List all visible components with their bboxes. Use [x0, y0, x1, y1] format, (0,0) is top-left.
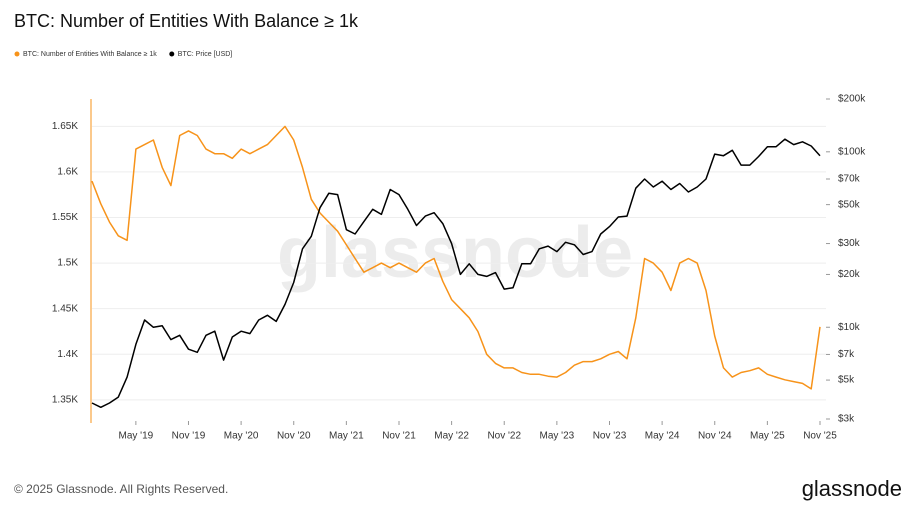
y2-tick-label: $200k [838, 94, 866, 105]
y-tick-label: 1.55K [52, 212, 78, 223]
chart-title: BTC: Number of Entities With Balance ≥ 1… [14, 11, 359, 31]
x-tick-label: May '21 [329, 431, 364, 442]
y-tick-label: 1.45K [52, 303, 78, 314]
y-tick-label: 1.65K [52, 121, 78, 132]
y2-tick-label: $20k [838, 269, 861, 280]
y2-tick-label: $3k [838, 414, 855, 425]
y-tick-label: 1.35K [52, 394, 78, 405]
y2-tick-label: $10k [838, 322, 861, 333]
legend-label: BTC: Price [USD] [178, 51, 233, 58]
y-tick-label: 1.5K [57, 258, 78, 269]
x-tick-label: Nov '21 [382, 431, 416, 442]
legend-marker [14, 51, 20, 57]
x-tick-label: Nov '20 [277, 431, 311, 442]
x-tick-label: Nov '19 [172, 431, 206, 442]
x-tick-label: Nov '24 [698, 431, 732, 442]
x-tick-label: May '22 [434, 431, 469, 442]
legend-marker [169, 51, 175, 57]
x-tick-label: May '20 [224, 431, 259, 442]
y-tick-label: 1.4K [57, 349, 78, 360]
y2-tick-label: $5k [838, 375, 855, 386]
x-tick-label: May '19 [119, 431, 154, 442]
x-tick-label: Nov '23 [593, 431, 627, 442]
x-tick-label: May '25 [750, 431, 785, 442]
x-tick-label: Nov '22 [487, 431, 521, 442]
series-line [91, 138, 821, 409]
y2-tick-label: $7k [838, 349, 855, 360]
y2-tick-label: $30k [838, 238, 861, 249]
x-tick-label: May '23 [540, 431, 575, 442]
copyright: © 2025 Glassnode. All Rights Reserved. [14, 482, 228, 496]
x-tick-label: May '24 [645, 431, 680, 442]
y2-tick-label: $70k [838, 174, 861, 185]
x-tick-label: Nov '25 [803, 431, 837, 442]
y2-tick-label: $100k [838, 146, 866, 157]
y2-tick-label: $50k [838, 199, 861, 210]
series-line [91, 125, 821, 390]
y-tick-label: 1.6K [57, 167, 78, 178]
logo: glassnode [802, 476, 902, 501]
legend-label: BTC: Number of Entities With Balance ≥ 1… [23, 51, 157, 58]
